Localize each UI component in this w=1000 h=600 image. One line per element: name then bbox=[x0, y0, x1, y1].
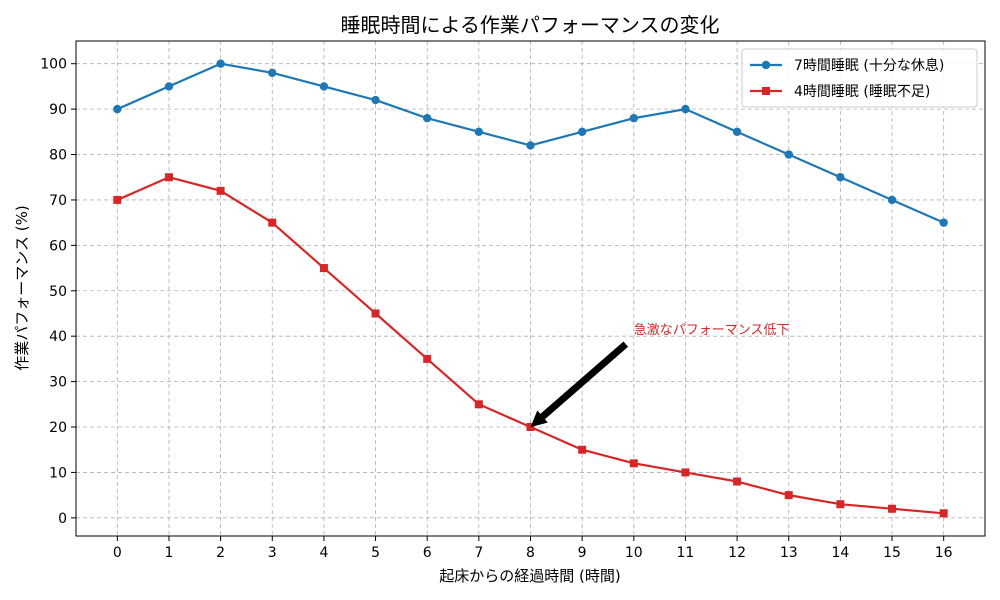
series-2-point bbox=[423, 354, 432, 363]
series-1-point bbox=[423, 114, 432, 123]
series-1-point bbox=[732, 127, 742, 137]
x-tick-label: 12 bbox=[728, 545, 746, 561]
series-1-point bbox=[268, 68, 277, 77]
x-tick-label: 2 bbox=[216, 545, 225, 561]
x-axis: 0 1 2 3 4 5 6 7 8 9 10 11 12 13 14 15 16 bbox=[113, 536, 953, 561]
series-1-point bbox=[371, 95, 380, 105]
x-tick-label: 8 bbox=[526, 545, 535, 561]
legend-swatch-marker bbox=[761, 60, 771, 70]
series-2-point bbox=[526, 423, 535, 432]
y-tick-label: 30 bbox=[49, 375, 67, 391]
x-axis-label: 起床からの経過時間 (時間) bbox=[439, 567, 620, 585]
series-2-point bbox=[888, 504, 897, 513]
y-tick-label: 80 bbox=[49, 148, 67, 164]
legend-entry: 4時間睡眠 (睡眠不足) bbox=[750, 84, 930, 100]
grid bbox=[76, 41, 985, 536]
series-layer bbox=[113, 59, 948, 518]
series-2-point bbox=[216, 186, 225, 195]
y-tick-label: 70 bbox=[49, 193, 67, 209]
legend-swatch-marker bbox=[762, 87, 770, 95]
series-1-point bbox=[629, 114, 638, 123]
series-2-point bbox=[629, 459, 638, 468]
y-tick-label: 0 bbox=[58, 511, 67, 527]
series-1-point bbox=[836, 173, 845, 182]
series-1-point bbox=[164, 82, 174, 91]
x-tick-label: 15 bbox=[883, 545, 901, 561]
legend-label: 7時間睡眠 (十分な休息) bbox=[794, 57, 944, 74]
legend-label: 4時間睡眠 (睡眠不足) bbox=[794, 84, 930, 100]
series-2-point bbox=[578, 445, 587, 454]
series-1-point bbox=[681, 104, 690, 114]
series-1-point bbox=[887, 195, 897, 205]
series-2-point bbox=[319, 264, 328, 273]
series-2-point bbox=[836, 500, 845, 509]
x-tick-label: 9 bbox=[578, 545, 587, 561]
series-2-point bbox=[113, 195, 122, 204]
series-1-point bbox=[526, 141, 535, 150]
y-tick-label: 60 bbox=[49, 238, 67, 254]
series-1-point bbox=[216, 59, 225, 68]
y-axis: 0 10 20 30 40 50 60 70 80 90 100 bbox=[40, 57, 76, 527]
legend-box bbox=[741, 48, 978, 108]
series-2-point bbox=[268, 218, 277, 227]
series-2-point bbox=[939, 509, 948, 518]
x-tick-label: 16 bbox=[935, 545, 953, 561]
series-1 bbox=[113, 59, 948, 227]
series-2 bbox=[113, 173, 948, 518]
series-1-point bbox=[939, 218, 948, 227]
x-tick-label: 5 bbox=[371, 545, 380, 561]
y-axis-label: 作業パフォーマンス (%) bbox=[13, 205, 31, 370]
x-tick-label: 10 bbox=[625, 545, 643, 561]
chart-title: 睡眠時間による作業パフォーマンスの変化 bbox=[341, 13, 720, 37]
series-2-point bbox=[733, 477, 742, 486]
x-tick-label: 7 bbox=[474, 545, 483, 561]
x-tick-label: 4 bbox=[319, 545, 328, 561]
series-2-point bbox=[784, 491, 793, 500]
annotation-layer: 急激なパフォーマンス低下 bbox=[530, 323, 790, 427]
y-tick-label: 50 bbox=[49, 284, 67, 300]
series-2-point bbox=[681, 468, 690, 477]
series-1-point bbox=[113, 104, 122, 114]
x-tick-label: 11 bbox=[677, 545, 695, 561]
x-tick-label: 0 bbox=[113, 545, 122, 561]
y-tick-label: 10 bbox=[49, 465, 67, 481]
series-2-point bbox=[474, 400, 483, 409]
y-tick-label: 20 bbox=[49, 420, 67, 436]
legend: 7時間睡眠 (十分な休息) 4時間睡眠 (睡眠不足) bbox=[741, 48, 978, 108]
series-1-point bbox=[577, 127, 587, 137]
annotation-text: 急激なパフォーマンス低下 bbox=[634, 323, 790, 338]
series-2-point bbox=[371, 309, 380, 318]
x-tick-label: 14 bbox=[831, 545, 849, 561]
series-1-point bbox=[784, 150, 793, 159]
legend-entry: 7時間睡眠 (十分な休息) bbox=[750, 57, 944, 74]
x-tick-label: 1 bbox=[165, 545, 174, 561]
x-tick-label: 6 bbox=[423, 545, 432, 561]
series-1-point bbox=[319, 82, 329, 91]
y-tick-label: 90 bbox=[49, 102, 67, 118]
y-tick-label: 100 bbox=[40, 57, 67, 73]
annotation-arrow bbox=[530, 341, 629, 427]
y-tick-label: 40 bbox=[49, 329, 67, 345]
series-1-point bbox=[474, 127, 484, 137]
x-tick-label: 3 bbox=[268, 545, 277, 561]
series-2-point bbox=[164, 173, 173, 182]
x-tick-label: 13 bbox=[780, 545, 798, 561]
